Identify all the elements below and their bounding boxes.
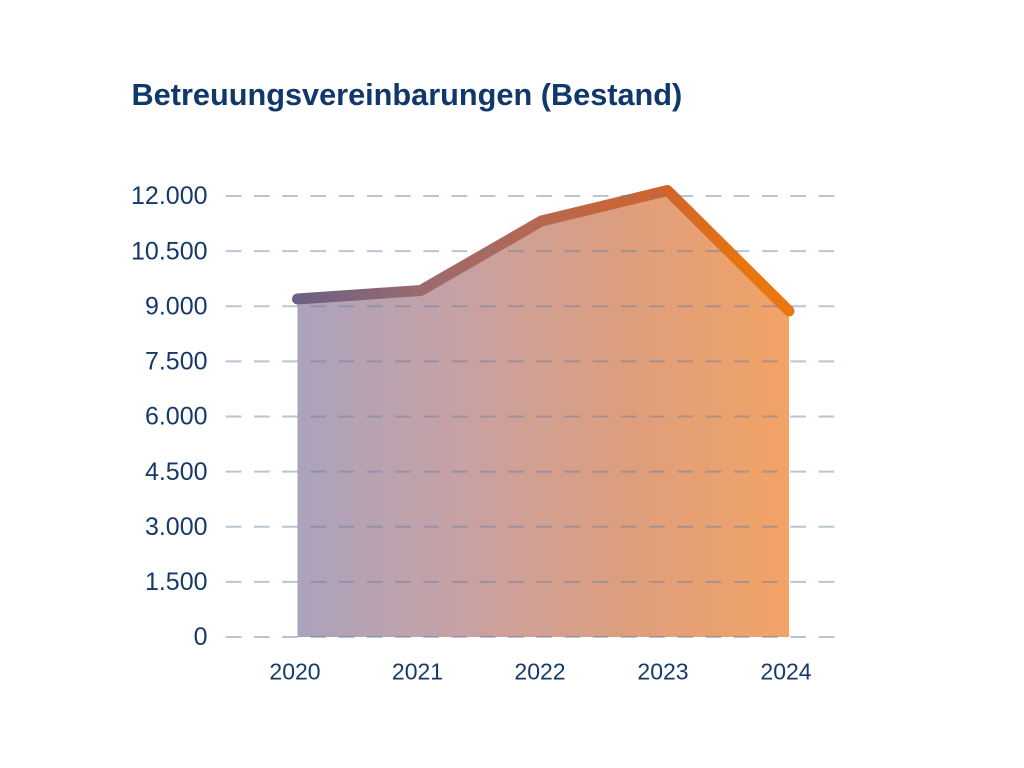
svg-text:2022: 2022 (514, 659, 565, 685)
svg-text:Betreuungsvereinbarungen (Best: Betreuungsvereinbarungen (Bestand) (132, 77, 683, 112)
svg-text:2024: 2024 (760, 659, 811, 685)
svg-text:2021: 2021 (392, 659, 443, 685)
svg-text:3.000: 3.000 (145, 513, 208, 541)
svg-text:10.500: 10.500 (131, 237, 207, 265)
svg-text:9.000: 9.000 (145, 292, 208, 320)
svg-text:7.500: 7.500 (145, 348, 208, 376)
svg-text:1.500: 1.500 (145, 568, 208, 596)
svg-text:12.000: 12.000 (131, 182, 207, 210)
svg-text:0: 0 (194, 623, 208, 651)
svg-text:4.500: 4.500 (145, 458, 208, 486)
svg-text:2020: 2020 (269, 659, 320, 685)
svg-text:2023: 2023 (637, 659, 688, 685)
svg-text:6.000: 6.000 (145, 403, 208, 431)
